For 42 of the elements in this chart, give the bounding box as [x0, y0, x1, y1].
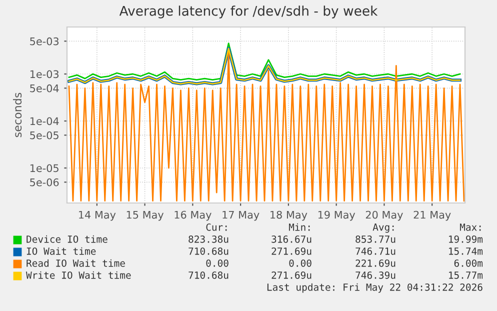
text: 271.69u: [272, 271, 312, 279]
text: 221.69u: [356, 259, 396, 267]
legend-label: Device IO time: [26, 235, 108, 243]
legend-label: IO Wait time: [26, 247, 96, 255]
text: 15.74m: [449, 248, 483, 255]
text: 746.39u: [356, 271, 396, 279]
text: 746.71u: [356, 247, 396, 255]
y-tick-label: 5e-06: [30, 178, 59, 186]
x-tick-label: 17 May: [222, 210, 260, 221]
text: Max:: [460, 224, 481, 231]
chart-title: Average latency for /dev/sdh - by week: [119, 6, 378, 18]
text: 710.68u: [188, 247, 228, 255]
x-tick-label: 14 May: [79, 210, 116, 221]
text: Min:: [288, 223, 310, 231]
legend-label: Read IO Wait time: [26, 259, 125, 267]
y-tick-label: 5e-05: [30, 131, 58, 140]
x-tick-label: 18 May: [270, 210, 308, 221]
text: 710.68u: [188, 271, 228, 279]
text: 316.67u: [272, 235, 312, 243]
text: 853.77u: [356, 235, 396, 243]
y-tick-label: 1e-05: [30, 164, 58, 172]
text: Avg:: [372, 224, 394, 233]
y-tick-label: 5e-03: [30, 37, 59, 46]
x-tick-label: 19 May: [318, 210, 356, 221]
x-tick-label: 21 May: [414, 210, 451, 221]
x-tick-label: 16 May: [174, 210, 212, 221]
text: 19.99m: [449, 235, 483, 243]
text: Cur:: [206, 223, 227, 231]
text: 15.77m: [449, 272, 483, 279]
text: Last update: Fri May 22 04:31:22 2026: [267, 283, 482, 293]
legend-label: Write IO Wait time: [26, 271, 131, 279]
y-tick-label: 1e-03: [30, 70, 59, 78]
text: 0.00: [289, 259, 312, 267]
text: 823.38u: [188, 235, 228, 243]
text: 0.00: [206, 259, 228, 267]
x-tick-label: 15 May: [126, 210, 164, 221]
y-tick-label: 1e-04: [30, 117, 59, 126]
text: 271.69u: [272, 247, 312, 255]
text: 6.00m: [454, 259, 483, 267]
y-axis-title: seconds: [13, 92, 22, 138]
y-tick-label: 5e-04: [30, 84, 59, 92]
x-tick-label: 20 May: [366, 210, 403, 221]
